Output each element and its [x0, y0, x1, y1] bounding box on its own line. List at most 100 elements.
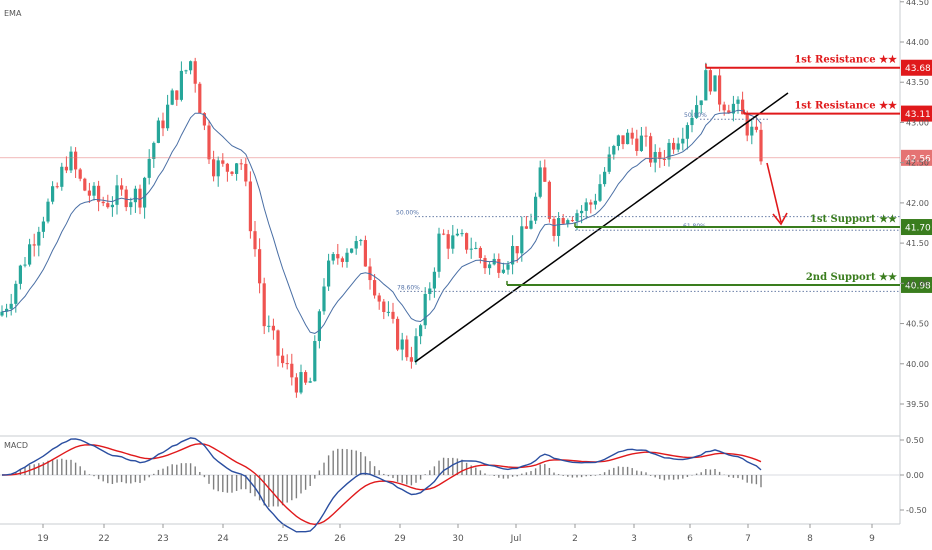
candle-body: [547, 181, 551, 219]
candle-body: [750, 126, 754, 136]
candle-body: [713, 75, 717, 92]
candle-body: [110, 204, 114, 208]
candle-body: [327, 260, 331, 287]
candle-body: [290, 363, 294, 378]
candle-body: [754, 126, 758, 130]
macd-tick-label: -0.50: [906, 506, 927, 515]
candle-body: [281, 355, 285, 364]
candle-body: [474, 247, 478, 249]
candle-body: [391, 311, 395, 319]
candle-body: [465, 233, 469, 250]
candle-body: [409, 357, 413, 362]
candle-body: [630, 132, 634, 139]
level-name: 1st Resistance ★★: [794, 55, 897, 66]
candle-body: [644, 135, 648, 137]
price-tick-label: 44.50: [906, 0, 929, 7]
candle-body: [460, 233, 464, 235]
candle-body: [340, 258, 344, 262]
candle-body: [478, 247, 482, 259]
time-tick-label: Jul: [510, 534, 522, 544]
price-tick-label: 42.50: [906, 159, 929, 168]
candle-body: [442, 233, 446, 235]
time-tick-label: 25: [277, 534, 288, 544]
candle-body: [727, 110, 731, 114]
candle-body: [304, 372, 308, 383]
candles: [0, 57, 763, 398]
candle-body: [170, 90, 174, 105]
candle-body: [685, 125, 689, 139]
candle-body: [649, 136, 653, 163]
candle-body: [37, 231, 41, 246]
candle-body: [193, 61, 197, 84]
candle-body: [497, 258, 501, 273]
candle-body: [87, 190, 91, 196]
candle-body: [506, 264, 510, 270]
candle-body: [455, 233, 459, 236]
candle-body: [653, 151, 657, 163]
candle-body: [672, 142, 676, 150]
candle-body: [354, 241, 358, 249]
candle-body: [745, 114, 749, 136]
candle-body: [612, 145, 616, 155]
level-name: 1st Support ★★: [810, 214, 897, 225]
candle-body: [359, 240, 363, 242]
candle-body: [97, 185, 101, 202]
candle-body: [580, 210, 584, 214]
candle-body: [74, 151, 78, 170]
candle-body: [92, 185, 96, 196]
candle-body: [718, 75, 722, 105]
time-tick-label: 19: [37, 534, 49, 544]
candle-body: [225, 163, 229, 172]
candle-body: [156, 120, 160, 143]
candle-body: [313, 341, 317, 382]
candle-body: [681, 138, 685, 144]
level-value-badge: [901, 219, 932, 236]
candle-body: [635, 138, 639, 151]
candle-body: [386, 311, 390, 313]
candle-body: [322, 286, 326, 312]
candle-body: [133, 188, 137, 203]
level-name: 1st Resistance ★★: [794, 101, 897, 112]
candle-body: [396, 318, 400, 350]
candle-body: [299, 372, 303, 393]
candle-body: [570, 220, 574, 222]
candle-body: [538, 167, 542, 197]
candle-body: [524, 226, 528, 229]
candle-body: [708, 70, 712, 92]
candle-body: [14, 283, 18, 304]
candle-body: [64, 166, 68, 171]
candle-body: [566, 220, 570, 224]
price-tick-label: 40.50: [906, 320, 929, 329]
candle-body: [294, 377, 298, 393]
macd-panel: [0, 437, 900, 533]
candle-body: [9, 303, 13, 309]
ema-line: [1, 109, 762, 334]
time-tick-label: 26: [334, 534, 346, 544]
price-tick-label: 43.00: [906, 118, 929, 127]
candle-body: [189, 61, 193, 71]
candle-body: [428, 288, 432, 294]
time-tick-label: 7: [745, 534, 751, 544]
candle-body: [382, 301, 386, 313]
time-tick-label: 8: [807, 534, 813, 544]
candle-body: [216, 160, 220, 177]
candle-body: [124, 189, 128, 208]
level-value-label: 43.68: [905, 64, 931, 74]
candle-body: [317, 311, 321, 342]
candle-body: [143, 177, 147, 208]
fib-level-label: 50.00%: [396, 210, 419, 217]
projection-arrow-head: [772, 212, 788, 226]
candle-body: [28, 244, 32, 265]
candle-body: [212, 159, 216, 177]
level-value-label: 41.70: [905, 224, 931, 234]
price-tick-label: 42.00: [906, 199, 929, 208]
candle-body: [248, 181, 252, 232]
candle-body: [46, 201, 50, 222]
macd-tick-label: 0.50: [906, 436, 924, 445]
macd-line: [1, 437, 762, 533]
macd-signal-line: [2, 443, 762, 526]
candle-body: [741, 99, 745, 115]
candle-body: [405, 339, 409, 358]
candle-body: [731, 103, 735, 114]
